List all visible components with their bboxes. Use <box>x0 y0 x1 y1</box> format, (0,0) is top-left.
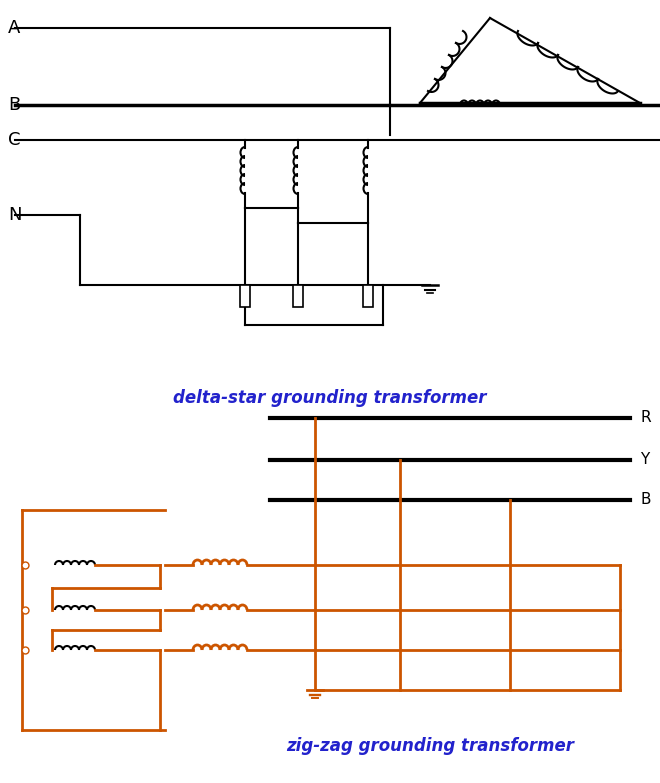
Text: B: B <box>8 96 20 114</box>
Text: Y: Y <box>640 453 649 467</box>
Text: delta-star grounding transformer: delta-star grounding transformer <box>173 389 487 407</box>
Text: zig-zag grounding transformer: zig-zag grounding transformer <box>286 737 574 755</box>
Text: C: C <box>8 131 20 149</box>
Text: B: B <box>640 493 651 507</box>
Bar <box>240 285 250 307</box>
Bar <box>293 285 303 307</box>
Text: R: R <box>640 410 651 425</box>
Bar <box>363 285 373 307</box>
Text: A: A <box>8 19 20 37</box>
Text: N: N <box>8 206 22 224</box>
